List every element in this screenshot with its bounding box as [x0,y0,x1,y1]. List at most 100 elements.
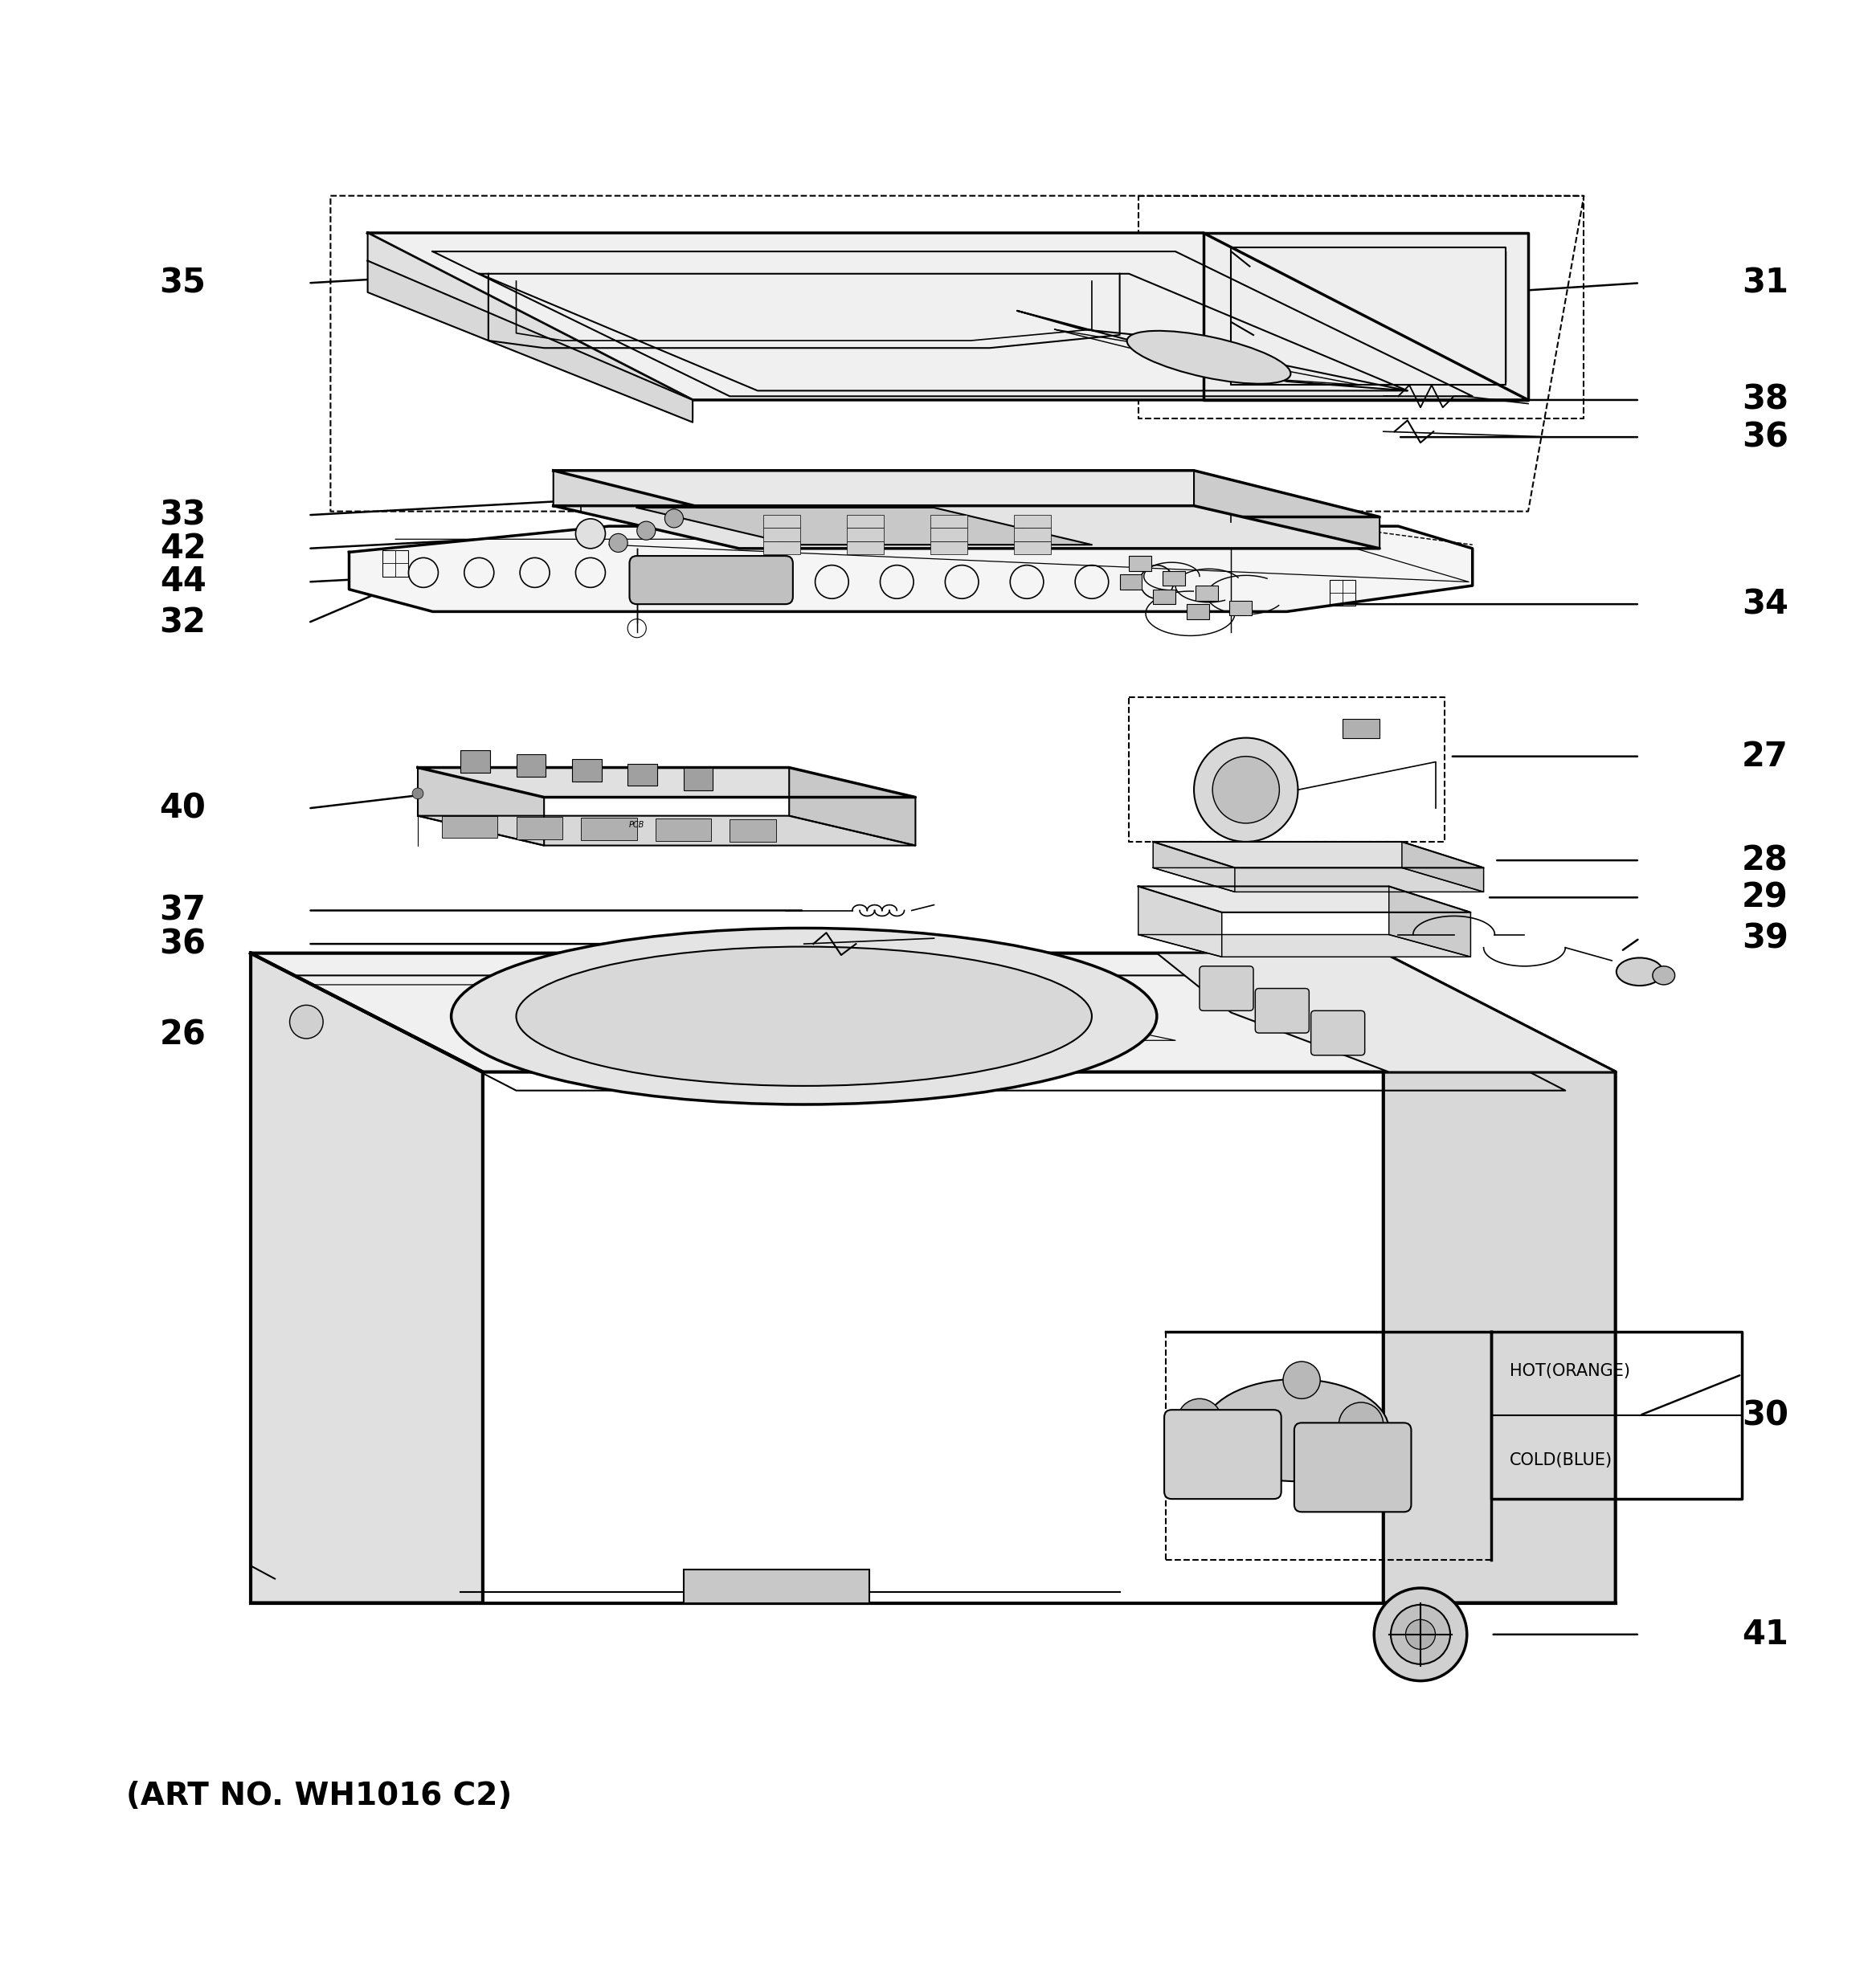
Bar [1128,557,1151,571]
Bar [572,759,601,781]
Bar [764,515,800,529]
Polygon shape [1138,887,1470,912]
Text: 36: 36 [1741,419,1788,453]
Ellipse shape [1126,330,1291,384]
Ellipse shape [452,928,1156,1105]
Circle shape [1405,1620,1435,1650]
Text: 27: 27 [1741,740,1788,773]
Text: 32: 32 [159,606,205,640]
Bar [684,1569,869,1602]
Circle shape [609,533,628,553]
Polygon shape [418,767,544,845]
Circle shape [1392,1604,1450,1664]
Bar [1119,575,1141,588]
Text: 44: 44 [161,565,205,598]
FancyBboxPatch shape [1311,1010,1366,1056]
Bar [684,767,714,791]
Circle shape [1283,1362,1321,1400]
Bar [1014,515,1052,529]
Bar [930,515,968,529]
Bar [1014,529,1052,541]
Polygon shape [368,233,1528,400]
Bar [764,541,800,555]
Text: 33: 33 [159,499,205,533]
Polygon shape [368,233,693,419]
Bar [1330,580,1356,606]
Text: HOT(ORANGE): HOT(ORANGE) [1509,1364,1631,1380]
Bar [1186,604,1209,618]
Bar [461,749,489,773]
Bar [730,819,777,841]
Bar [1343,720,1380,738]
Text: 41: 41 [1741,1618,1788,1652]
Polygon shape [1138,887,1222,956]
Polygon shape [1203,233,1528,400]
Circle shape [1339,1402,1384,1447]
Circle shape [575,519,605,549]
FancyBboxPatch shape [1199,966,1253,1010]
Text: 29: 29 [1741,881,1788,914]
FancyBboxPatch shape [1295,1423,1410,1513]
Polygon shape [1390,887,1470,956]
Text: PCB: PCB [630,821,644,829]
Polygon shape [1384,952,1616,1602]
Polygon shape [1138,934,1470,956]
Bar [930,529,968,541]
FancyBboxPatch shape [630,557,792,604]
Bar [656,819,712,841]
Polygon shape [637,507,1091,545]
Text: 26: 26 [159,1018,205,1052]
Circle shape [290,1006,323,1038]
Polygon shape [1401,841,1483,893]
Text: (ART NO. WH1016 C2): (ART NO. WH1016 C2) [127,1781,512,1811]
Bar [846,515,884,529]
Ellipse shape [1203,1380,1390,1481]
FancyBboxPatch shape [1164,1409,1281,1499]
Text: 40: 40 [159,791,205,825]
Polygon shape [418,815,915,845]
Polygon shape [1153,841,1235,893]
Bar [581,817,637,839]
Bar [628,763,658,785]
Text: 37: 37 [159,893,205,926]
Text: 34: 34 [1741,586,1788,620]
Circle shape [665,509,684,527]
Polygon shape [1153,841,1483,869]
Bar [930,541,968,555]
Circle shape [1212,755,1280,823]
Ellipse shape [516,946,1091,1085]
Bar [1229,600,1252,616]
Text: 38: 38 [1741,384,1788,417]
FancyBboxPatch shape [1255,988,1309,1034]
Bar [443,815,497,839]
Bar [1162,571,1184,586]
Text: 31: 31 [1741,266,1788,300]
Bar [516,817,562,839]
Bar [764,529,800,541]
Bar [516,755,545,777]
Polygon shape [368,260,693,421]
Bar [846,529,884,541]
Bar [383,551,409,577]
Circle shape [1194,738,1298,841]
Circle shape [1375,1588,1466,1680]
Polygon shape [1153,869,1483,893]
Bar [846,541,884,555]
Bar [1196,586,1218,600]
Polygon shape [1156,952,1616,1072]
Ellipse shape [1653,966,1676,984]
Polygon shape [553,471,1380,517]
Text: 35: 35 [159,266,205,300]
Text: 39: 39 [1741,922,1788,954]
Text: 42: 42 [161,531,205,565]
Polygon shape [553,471,740,549]
Text: 28: 28 [1741,843,1788,877]
Ellipse shape [1616,958,1663,986]
Bar [1014,541,1052,555]
Polygon shape [349,527,1472,612]
Circle shape [637,521,656,541]
Circle shape [413,787,424,799]
Polygon shape [250,952,482,1602]
Text: 36: 36 [159,926,205,960]
Polygon shape [788,767,915,845]
